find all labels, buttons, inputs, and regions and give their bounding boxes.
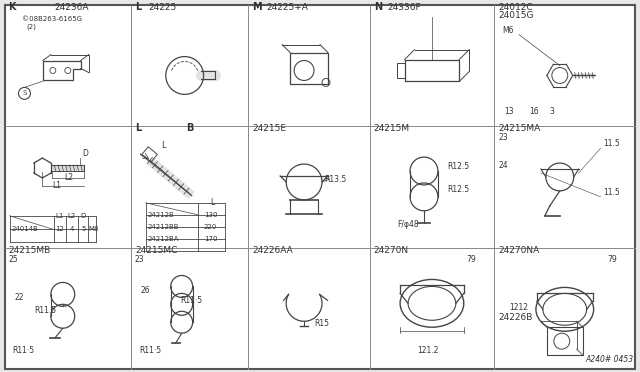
- Text: D: D: [82, 149, 88, 158]
- Text: 24215MC: 24215MC: [135, 246, 177, 254]
- Text: N: N: [374, 2, 382, 12]
- Text: L1: L1: [52, 181, 61, 190]
- Text: 79: 79: [467, 254, 476, 263]
- Text: 24012C: 24012C: [498, 3, 532, 12]
- Text: 24212B: 24212B: [148, 212, 175, 218]
- Text: 13: 13: [504, 107, 514, 116]
- Text: R11.5: R11.5: [35, 306, 56, 315]
- Text: M: M: [252, 2, 262, 12]
- Text: B: B: [186, 123, 193, 133]
- Text: 11.5: 11.5: [604, 188, 620, 197]
- Text: L: L: [161, 141, 165, 150]
- Text: 11.5: 11.5: [604, 139, 620, 148]
- Text: L1: L1: [55, 213, 63, 219]
- Text: 79: 79: [607, 254, 618, 263]
- Text: 1212: 1212: [509, 303, 528, 312]
- Text: 24336F: 24336F: [388, 3, 421, 12]
- Text: 4: 4: [70, 226, 74, 232]
- Text: 24226B: 24226B: [498, 313, 532, 322]
- Text: R12.5: R12.5: [447, 162, 469, 171]
- Text: 16: 16: [529, 107, 539, 116]
- Text: D: D: [81, 213, 86, 219]
- Bar: [290, 52, 328, 84]
- Text: 24: 24: [498, 161, 508, 170]
- Text: 121.2: 121.2: [417, 346, 438, 355]
- Text: 24215MB: 24215MB: [8, 246, 51, 254]
- Text: 24226AA: 24226AA: [252, 246, 293, 254]
- Text: 23: 23: [135, 254, 145, 263]
- Text: 170: 170: [204, 235, 218, 242]
- Text: L2: L2: [64, 173, 73, 182]
- Text: 5: 5: [81, 226, 85, 232]
- Text: 3: 3: [550, 107, 555, 116]
- Text: 24225+A: 24225+A: [266, 3, 308, 12]
- Text: A240# 0453: A240# 0453: [586, 355, 634, 364]
- Text: M6: M6: [502, 26, 513, 35]
- Text: L: L: [211, 198, 215, 207]
- Text: R11·5: R11·5: [180, 296, 203, 305]
- Text: F/φ48: F/φ48: [397, 220, 419, 229]
- Text: 24215MA: 24215MA: [498, 124, 540, 133]
- Text: 24215M: 24215M: [374, 124, 410, 133]
- Text: M6: M6: [88, 226, 99, 232]
- Text: R11·5: R11·5: [139, 346, 161, 355]
- Text: R12.5: R12.5: [447, 185, 469, 194]
- Text: R13.5: R13.5: [324, 175, 346, 184]
- Bar: [142, 147, 157, 162]
- Text: 24014B: 24014B: [12, 226, 38, 232]
- Text: R11·5: R11·5: [13, 346, 35, 355]
- Text: 12: 12: [55, 226, 64, 232]
- Text: K: K: [8, 2, 16, 12]
- Bar: [547, 327, 582, 355]
- Text: 24215E: 24215E: [252, 124, 286, 133]
- Text: 26: 26: [141, 286, 150, 295]
- Text: R15: R15: [314, 319, 329, 328]
- Text: 24015G: 24015G: [498, 11, 534, 20]
- Text: 24212BB: 24212BB: [148, 224, 179, 230]
- Text: 25: 25: [8, 254, 18, 263]
- Text: L: L: [135, 2, 141, 12]
- Bar: [397, 62, 404, 78]
- Text: L2: L2: [67, 213, 76, 219]
- Text: 220: 220: [204, 224, 217, 230]
- Text: 130: 130: [204, 212, 218, 218]
- Text: 24212BA: 24212BA: [148, 235, 179, 242]
- Text: 23: 23: [498, 133, 508, 142]
- Text: (2): (2): [26, 24, 36, 30]
- Text: 24225: 24225: [149, 3, 177, 12]
- Text: S: S: [22, 90, 27, 96]
- Text: ©08B263-6165G: ©08B263-6165G: [22, 16, 83, 22]
- Text: 22: 22: [15, 294, 24, 302]
- Text: 24236A: 24236A: [54, 3, 89, 12]
- Text: 24270N: 24270N: [374, 246, 409, 254]
- Text: L: L: [135, 123, 141, 133]
- Text: 24270NA: 24270NA: [498, 246, 540, 254]
